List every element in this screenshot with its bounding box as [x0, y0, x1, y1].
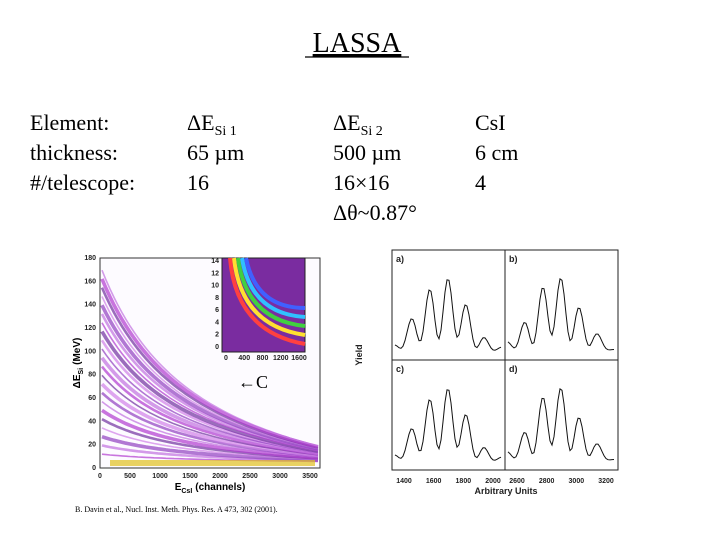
- y-tick-label: 0: [92, 465, 96, 472]
- x-tick-label: 2500: [242, 473, 258, 480]
- x-axis-label: ECsI (channels): [175, 482, 246, 495]
- spectrum-line: [394, 279, 502, 351]
- inset-y-tick-label: 6: [215, 307, 219, 314]
- citation: B. Davin et al., Nucl. Inst. Meth. Phys.…: [75, 505, 278, 514]
- inset-band: [240, 257, 306, 319]
- inset-x-tick-label: 400: [238, 355, 250, 362]
- x-tick-label: 500: [124, 473, 136, 480]
- inset-x-tick-label: 800: [257, 355, 269, 362]
- inset-y-tick-label: 8: [215, 295, 219, 302]
- x-tick-label: 0: [98, 473, 102, 480]
- isotope-band: [100, 330, 319, 453]
- y-axis-label: Yield: [354, 344, 364, 365]
- inset-x-tick-label: 0: [224, 355, 228, 362]
- y-label-unit: (MeV): [72, 338, 83, 365]
- x-tick-label: 1600: [426, 478, 442, 485]
- column-heading: ΔESi 2: [333, 110, 383, 139]
- y-label-main: ΔE: [72, 374, 83, 388]
- panel-label: b): [509, 254, 518, 264]
- y-tick-label: 80: [88, 372, 96, 379]
- subscript: Si 1: [215, 124, 237, 139]
- column-line: #/telescope:: [30, 170, 135, 195]
- slide-title: LASSA: [313, 28, 402, 59]
- inset-y-tick-label: 12: [211, 270, 219, 277]
- inset-band: [236, 257, 306, 328]
- y-tick-label: 140: [84, 302, 96, 309]
- inset-band: [244, 257, 306, 310]
- annotation: ←C: [238, 372, 268, 392]
- column-line: CsI: [475, 110, 506, 135]
- inset-x-tick-label: 1600: [291, 355, 307, 362]
- delta-symbol: ΔE: [187, 110, 215, 135]
- column-heading: ΔESi 1: [187, 110, 237, 139]
- inset-y-tick-label: 2: [215, 332, 219, 339]
- x-label-unit: (channels): [195, 482, 245, 493]
- column-line: 500 µm: [333, 140, 401, 165]
- x-tick-label: 2000: [212, 473, 228, 480]
- column-line: 4: [475, 170, 486, 195]
- x-tick-label: 3500: [302, 473, 318, 480]
- y-tick-label: 180: [84, 255, 96, 262]
- panel-label: c): [396, 364, 404, 374]
- column-line: thickness:: [30, 140, 118, 165]
- column-line: 65 µm: [187, 140, 244, 165]
- column-line: 16×16: [333, 170, 389, 195]
- x-tick-label: 3000: [272, 473, 288, 480]
- isotope-band: [100, 356, 319, 456]
- inset-band: [232, 257, 306, 337]
- column-line: Element:: [30, 110, 109, 135]
- inset-y-tick-label: 14: [211, 258, 219, 265]
- x-tick-label: 3000: [569, 478, 585, 485]
- spectrum-line: [507, 278, 615, 351]
- isotope-band: [101, 434, 319, 462]
- x-axis-label: Arbitrary Units: [474, 486, 537, 496]
- inset-y-tick-label: 10: [211, 283, 219, 290]
- y-tick-label: 40: [88, 418, 96, 425]
- spectrum-panel: [391, 249, 506, 361]
- x-tick-label: 3200: [598, 478, 614, 485]
- low-energy-band: [110, 460, 315, 466]
- column-line: Δθ~0.87°: [333, 200, 417, 225]
- spectrum-panel: [504, 359, 619, 471]
- inset-y-tick-label: 4: [215, 319, 219, 326]
- isotope-band: [101, 408, 319, 460]
- x-tick-label: 1500: [182, 473, 198, 480]
- panel-label: d): [509, 364, 518, 374]
- column-line: 6 cm: [475, 140, 518, 165]
- x-tick-label: 2800: [539, 478, 555, 485]
- x-tick-label: 1000: [152, 473, 168, 480]
- x-label-sub: CsI: [181, 488, 192, 495]
- spectrum-line: [507, 388, 615, 461]
- y-tick-label: 100: [84, 348, 96, 355]
- delta-symbol: ΔE: [333, 110, 361, 135]
- y-tick-label: 120: [84, 325, 96, 332]
- inset-y-tick-label: 0: [215, 344, 219, 351]
- y-tick-label: 20: [88, 442, 96, 449]
- y-tick-label: 160: [84, 278, 96, 285]
- y-label-sub: Si: [78, 368, 85, 375]
- y-tick-label: 60: [88, 395, 96, 402]
- isotope-band: [101, 269, 319, 447]
- y-axis-label: ΔESi (MeV): [72, 338, 85, 389]
- x-tick-label: 2000: [485, 478, 501, 485]
- x-label-main: E: [175, 482, 182, 493]
- subscript: Si 2: [361, 124, 383, 139]
- spectrum-panel: [504, 249, 619, 361]
- isotope-band: [100, 278, 319, 449]
- isotope-band: [100, 304, 319, 451]
- spectrum-line: [394, 389, 502, 461]
- inset-x-tick-label: 1200: [273, 355, 289, 362]
- inset-band: [228, 257, 306, 346]
- x-tick-label: 2600: [509, 478, 525, 485]
- isotope-band: [100, 382, 319, 458]
- x-tick-label: 1400: [396, 478, 412, 485]
- column-line: 16: [187, 170, 209, 195]
- x-tick-label: 1800: [456, 478, 472, 485]
- panel-label: a): [396, 254, 404, 264]
